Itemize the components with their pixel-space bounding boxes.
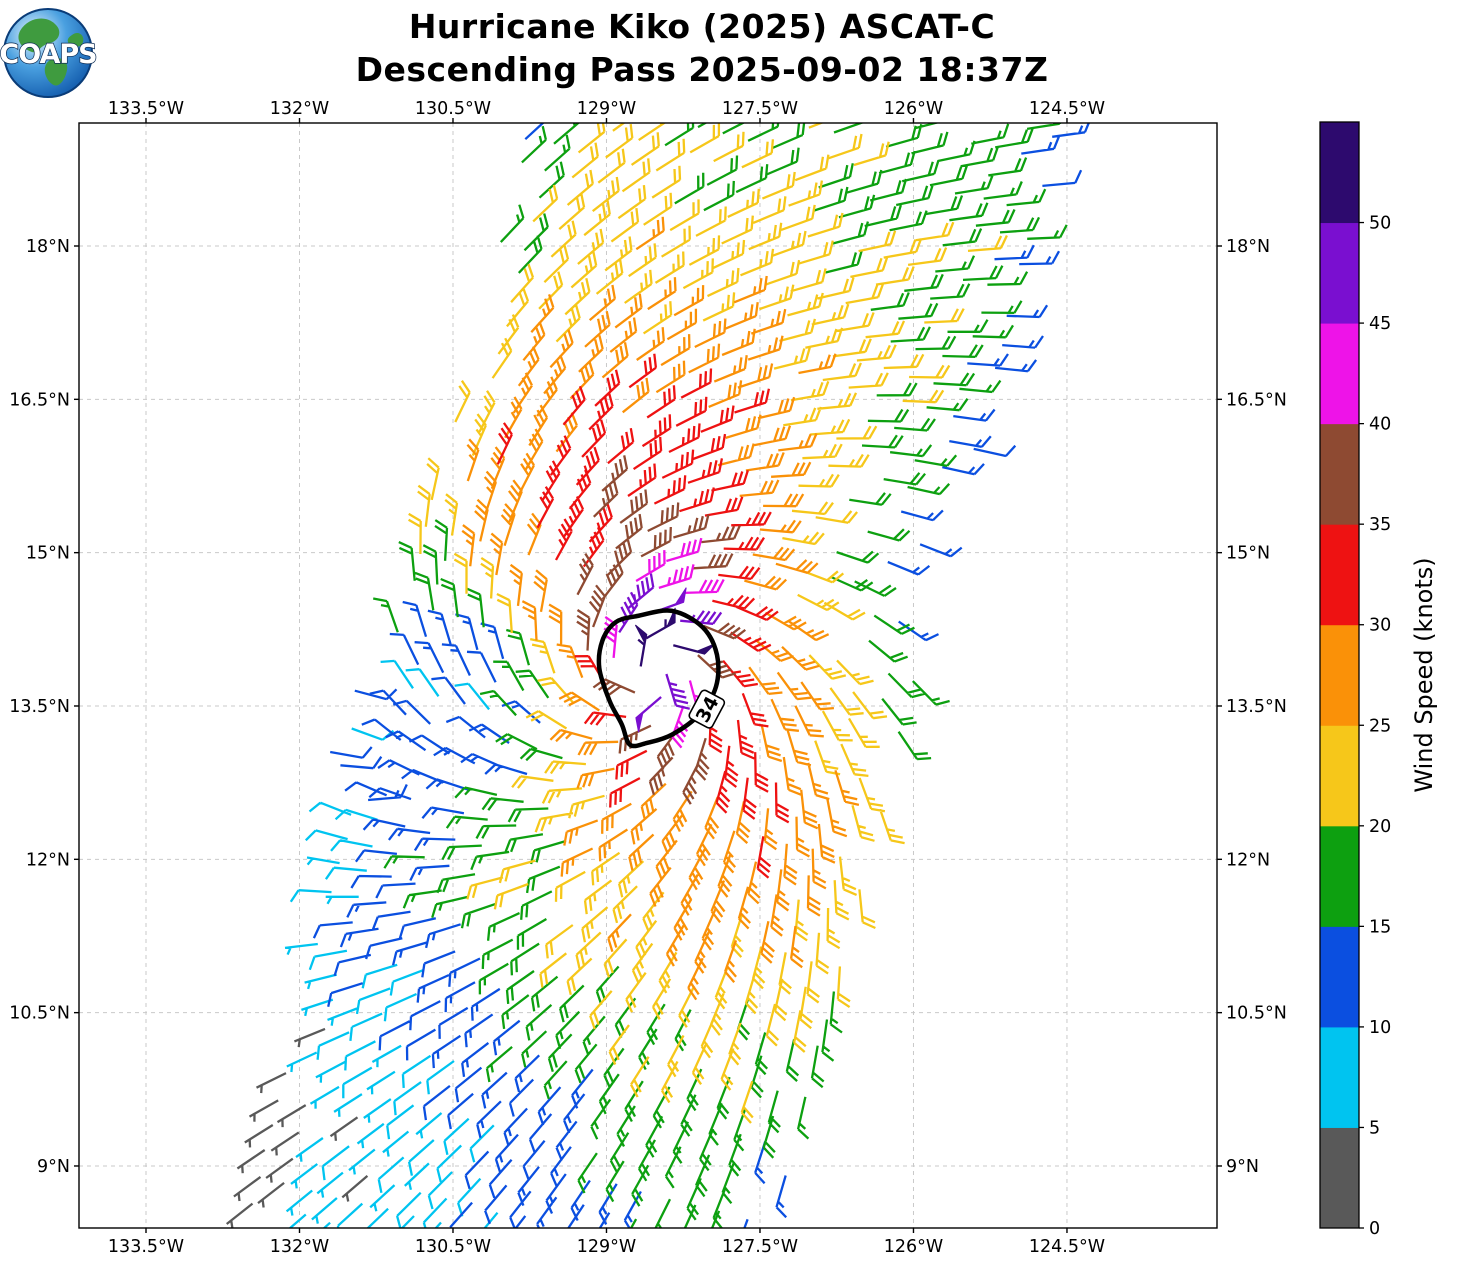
colorbar-axis-label: Wind Speed (knots) [1410,557,1438,793]
colorbar-tick-label: 30 [1369,616,1391,636]
y-tick-label-right: 15°N [1226,544,1270,564]
gale-radius-contour [596,608,721,749]
colorbar-tick-label: 40 [1369,415,1391,435]
colorbar-segment [1320,624,1359,726]
wind-barb-layer [461,216,860,1001]
plot-title: Hurricane Kiko (2025) ASCAT-C Descending… [0,6,1404,92]
logo-continent-east [67,32,84,47]
colorbar-segment [1320,524,1359,626]
colorbar-segment [1320,1026,1359,1128]
x-tick-label-top: 130.5°W [415,99,491,119]
wind-barb-layer [284,659,499,1228]
x-tick-label-bottom: 124.5°W [1029,1237,1105,1257]
y-tick-label-left: 16.5°N [9,390,70,410]
wind-barb-layer [225,1027,369,1228]
plot-frame [74,118,1222,1233]
colorbar-segment [1320,1127,1359,1229]
wind-barb-pennants [635,587,687,733]
axis-tick-labels: 133.5°W 133.5°W 132°W 132°W 130.5°W 130.5°W 12… [9,99,1287,1257]
y-tick-label-left: 12°N [26,850,70,870]
colorbar-tick-label: 5 [1369,1118,1380,1138]
x-tick-label-bottom: 126°W [884,1237,943,1257]
logo-continent-north [18,18,60,53]
logo-continent-south [44,58,68,86]
colorbar-border [1319,121,1360,1229]
wind-barb-pennants [634,607,716,655]
colorbar-tick-label: 15 [1369,917,1391,937]
x-tick-label-top: 127.5°W [722,99,798,119]
contour-34kt [596,608,721,749]
x-tick-label-top: 132°W [270,99,329,119]
wind-barb-layer [372,123,1068,1228]
colorbar-segment [1320,825,1359,927]
colorbar: 0 5 10 15 20 25 30 35 40 45 50 [1319,121,1391,1239]
colorbar-tick-label: 25 [1369,716,1391,736]
y-tick-label-right: 9°N [1226,1157,1259,1177]
colorbar-segment [1320,725,1359,827]
x-tick-label-bottom: 130.5°W [415,1237,491,1257]
x-tick-label-top: 126°W [884,99,943,119]
colorbar-segment [1320,423,1359,525]
y-tick-label-left: 9°N [37,1157,70,1177]
colorbar-tick-label: 20 [1369,817,1391,837]
contour-label-box [688,689,726,729]
y-tick-label-right: 16.5°N [1226,390,1287,410]
plot-title-line1: Hurricane Kiko (2025) ASCAT-C [408,7,996,46]
plot-border [78,122,1218,1229]
colorbar-segment [1320,926,1359,1028]
y-tick-label-left: 13.5°N [9,697,70,717]
x-tick-label-bottom: 127.5°W [722,1237,798,1257]
y-tick-label-right: 13.5°N [1226,697,1287,717]
x-tick-label-top: 129°W [577,99,636,119]
colorbar-tick-label: 35 [1369,515,1391,535]
y-tick-label-left: 15°N [26,544,70,564]
x-tick-label-top: 133.5°W [108,99,184,119]
x-tick-label-bottom: 129°W [577,1237,636,1257]
y-tick-label-left: 10.5°N [9,1004,70,1024]
x-tick-label-top: 124.5°W [1029,99,1105,119]
wind-barb-field [225,123,1090,1228]
colorbar-segment [1320,323,1359,425]
y-tick-label-right: 18°N [1226,237,1270,257]
wind-barb-layer [312,123,1090,1228]
coaps-logo: COAPS [0,8,98,98]
x-tick-label-bottom: 133.5°W [108,1237,184,1257]
wind-barb-layer [576,455,747,805]
colorbar-segment [1320,222,1359,324]
colorbar-tick-label: 45 [1369,314,1391,334]
x-tick-label-bottom: 132°W [270,1237,329,1257]
y-tick-label-left: 18°N [26,237,70,257]
plot-title-line2: Descending Pass 2025-09-02 18:37Z [355,49,1049,89]
y-tick-label-right: 10.5°N [1226,1004,1287,1024]
colorbar-segment [1320,122,1359,224]
y-tick-label-right: 12°N [1226,850,1270,870]
colorbar-tick-label: 0 [1369,1219,1380,1239]
wind-barb-layer [496,353,790,879]
wind-barb-layer [637,619,706,667]
logo-text: COAPS [0,39,97,70]
colorbar-tick-label: 50 [1369,214,1391,234]
colorbar-tick-label: 10 [1369,1018,1391,1038]
